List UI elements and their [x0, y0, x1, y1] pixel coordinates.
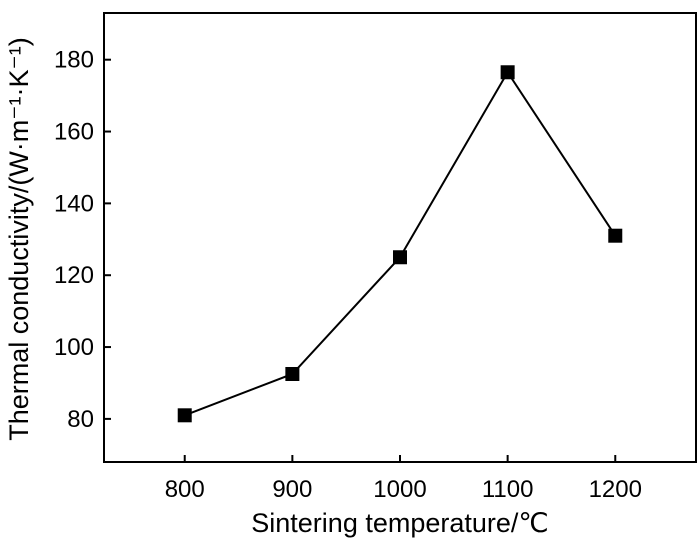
y-ticks: 80 100 120 140 160 180 — [54, 47, 111, 433]
y-tick-label: 140 — [54, 190, 94, 217]
x-tick-label: 800 — [165, 476, 205, 503]
x-tick-label: 900 — [272, 476, 312, 503]
y-tick-label: 180 — [54, 47, 94, 74]
x-tick-label: 1200 — [589, 476, 642, 503]
y-axis-title: Thermal conductivity/(W·m⁻¹·K⁻¹) — [4, 37, 34, 441]
data-point-marker — [500, 65, 515, 80]
y-tick-label: 120 — [54, 262, 94, 289]
x-tick-label: 1100 — [482, 476, 534, 503]
data-point-marker — [393, 250, 407, 265]
plot-frame — [103, 12, 697, 463]
series-line — [184, 70, 617, 417]
x-tick-label: 1000 — [373, 476, 426, 503]
series — [177, 65, 623, 423]
data-point-marker — [285, 366, 300, 381]
data-point-marker — [177, 408, 192, 423]
y-tick-label: 80 — [67, 406, 94, 433]
y-tick-label: 100 — [54, 334, 94, 361]
x-axis-title: Sintering temperature/℃ — [251, 508, 548, 538]
data-point-marker — [608, 228, 623, 243]
y-tick-label: 160 — [54, 119, 94, 146]
x-ticks: 800 900 1000 1100 1200 — [165, 455, 642, 503]
